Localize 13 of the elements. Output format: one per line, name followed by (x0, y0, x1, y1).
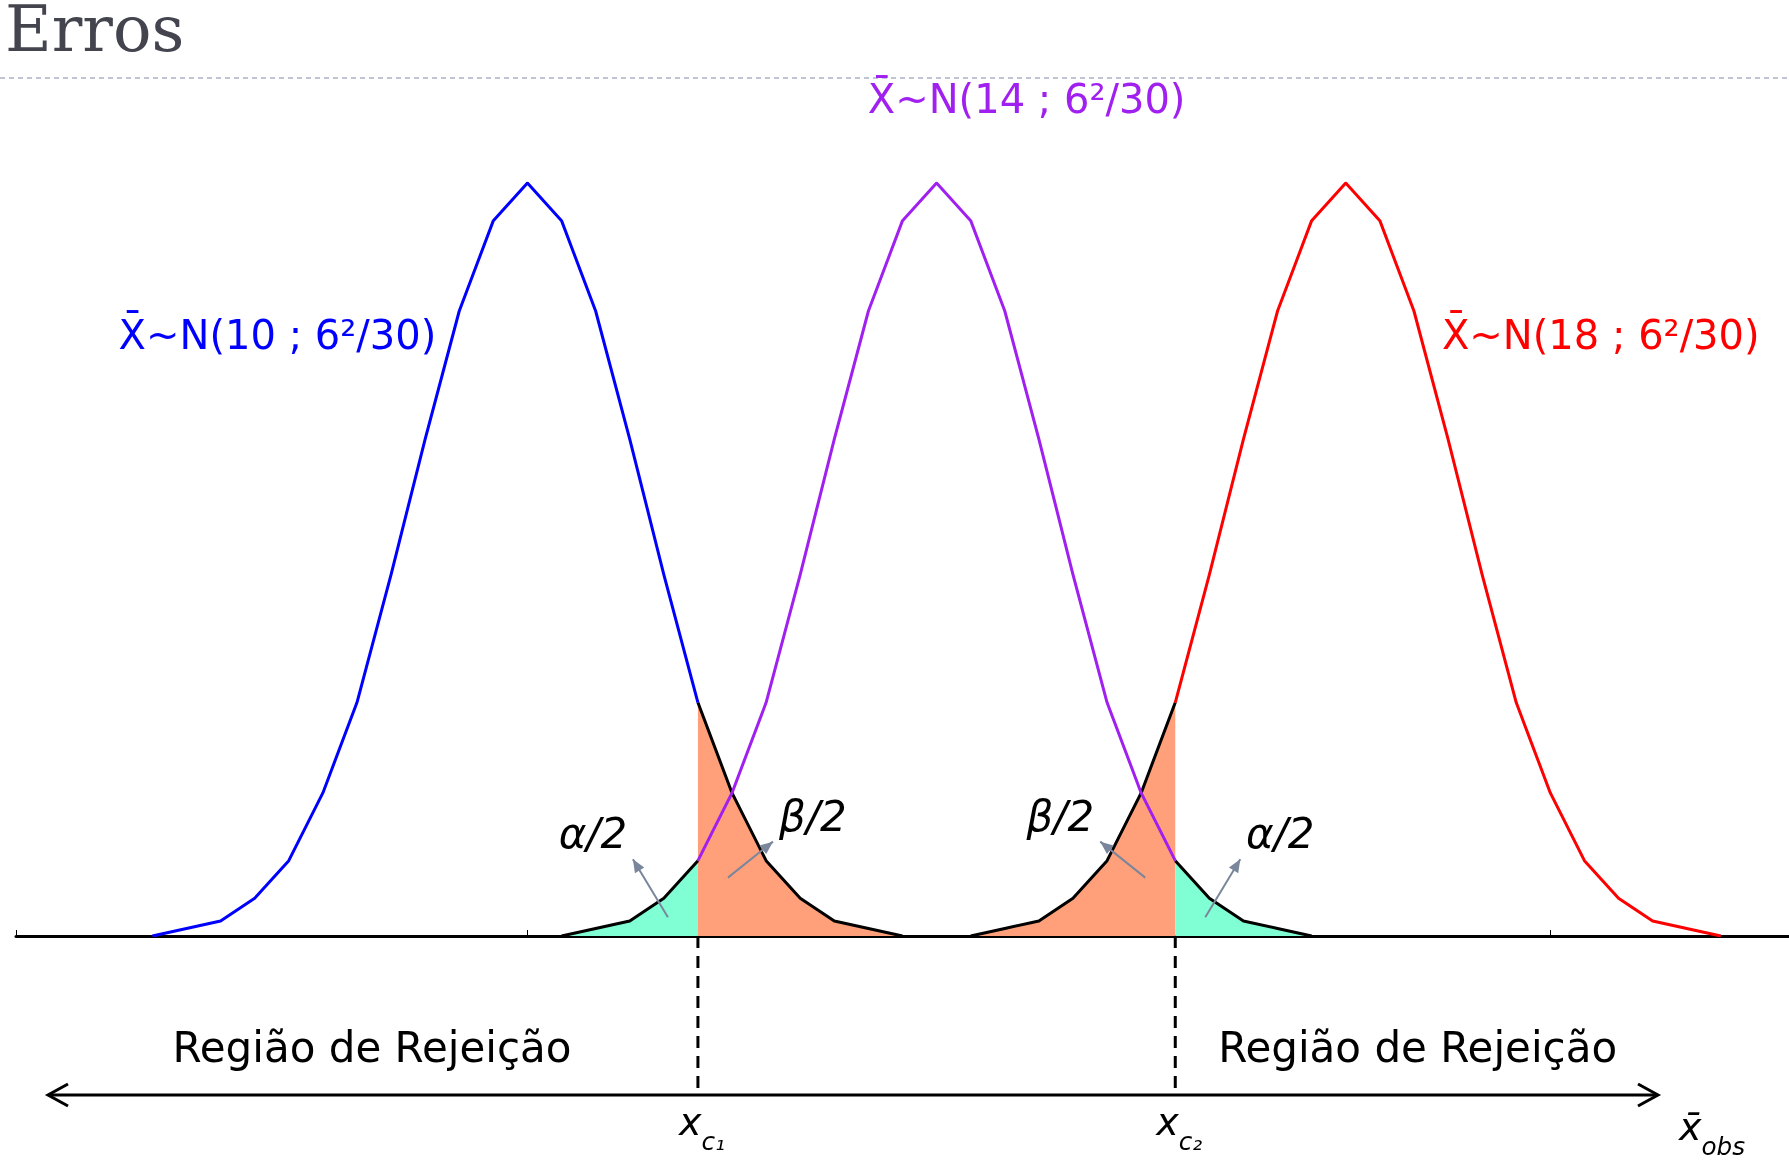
series-label: α/2 (558, 809, 628, 859)
text: x$_{c₁}$ (677, 1100, 725, 1156)
series-label: β/2 (778, 791, 847, 841)
series-label: α/2 (1245, 809, 1315, 859)
text: X̄~N(14 ; 6²/30) (867, 74, 1186, 122)
series-label: X̄~N(18 ; 6²/30) (1441, 310, 1760, 358)
text: Região de Rejeição (172, 1023, 572, 1072)
x-axis-title: x̄$_{obs}$ (1677, 1105, 1746, 1161)
series-label: X̄~N(10 ; 6²/30) (118, 310, 437, 358)
chart-title: Erros (5, 0, 185, 66)
series-label: β/2 (1025, 791, 1095, 841)
text: x$_{c₂}$ (1155, 1100, 1203, 1156)
text: Região de Rejeição (1218, 1023, 1618, 1072)
